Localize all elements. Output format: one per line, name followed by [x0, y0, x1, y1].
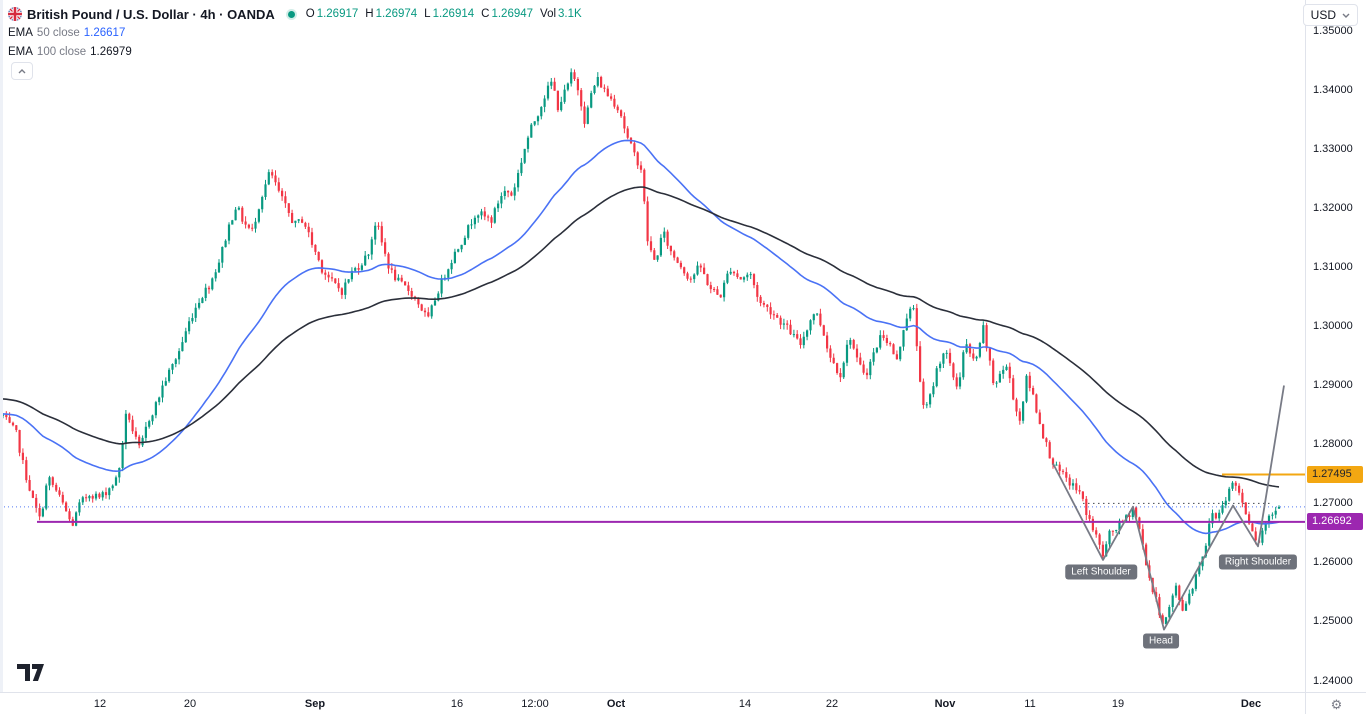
- time-tick: 14: [738, 698, 752, 710]
- time-tick: 19: [1111, 698, 1125, 710]
- head-badge[interactable]: Head: [1143, 633, 1179, 649]
- ema50-params: 50 close: [36, 27, 80, 39]
- tradingview-logo[interactable]: [17, 664, 44, 687]
- axis-corner: ⚙: [1305, 692, 1366, 714]
- chevron-up-icon: [18, 68, 26, 73]
- left-shoulder-badge[interactable]: Left Shoulder: [1065, 564, 1137, 580]
- legend: British Pound / U.S. Dollar · 4h · OANDA…: [8, 5, 582, 80]
- low-label: L: [424, 8, 431, 20]
- price-tick: 1.29000: [1313, 379, 1353, 392]
- support-price-label[interactable]: 1.26692: [1307, 513, 1363, 531]
- price-tick: 1.35000: [1313, 24, 1353, 37]
- chevron-down-icon: [1342, 13, 1350, 18]
- volume-value: 3.1K: [558, 8, 582, 20]
- time-tick: 12: [93, 698, 107, 710]
- indicator-row-ema50[interactable]: EMA 50 close 1.26617: [8, 24, 582, 42]
- ema50-name: EMA: [8, 27, 33, 39]
- time-tick: 11: [1024, 698, 1036, 710]
- price-tick: 1.25000: [1313, 615, 1353, 628]
- candlestick-chart[interactable]: [0, 0, 1305, 692]
- time-tick: Oct: [606, 698, 626, 710]
- price-tick: 1.31000: [1313, 260, 1353, 273]
- ohlc-values: O 1.26917 H 1.26974 L 1.26914 C 1.26947 Vol 3…: [306, 8, 582, 20]
- gbp-flag-icon: [8, 7, 22, 21]
- open-label: O: [305, 8, 315, 20]
- open-value: 1.26917: [316, 8, 359, 20]
- price-tick: 1.33000: [1313, 142, 1353, 155]
- close-value: 1.26947: [491, 8, 534, 20]
- low-value: 1.26914: [432, 8, 475, 20]
- time-tick: 20: [183, 698, 197, 710]
- ema50-value: 1.26617: [83, 27, 126, 39]
- close-label: C: [481, 8, 490, 20]
- ema100-name: EMA: [8, 46, 33, 58]
- high-label: H: [365, 8, 374, 20]
- currency-value: USD: [1310, 8, 1336, 22]
- time-tick: 16: [450, 698, 464, 710]
- price-axis[interactable]: 1.27495 1.26692 1.35000 1.34000 1.33000 1.3…: [1305, 0, 1366, 692]
- time-tick: 12:00: [521, 698, 549, 710]
- ema-100-line: [2, 186, 1280, 488]
- resistance-price-label[interactable]: 1.27495: [1307, 465, 1363, 483]
- ema-50-line: [2, 139, 1280, 535]
- price-tick: 1.26000: [1313, 556, 1353, 569]
- gear-icon[interactable]: ⚙: [1330, 696, 1343, 712]
- indicator-row-ema100[interactable]: EMA 100 close 1.26979: [8, 43, 582, 61]
- price-tick: 1.34000: [1313, 83, 1353, 96]
- time-tick: Nov: [934, 698, 956, 710]
- ema100-params: 100 close: [36, 46, 87, 58]
- price-tick: 1.24000: [1313, 674, 1353, 687]
- legend-collapse-button[interactable]: [11, 62, 33, 80]
- price-tick: 1.30000: [1313, 319, 1353, 332]
- market-status-dot[interactable]: [287, 10, 295, 18]
- price-tick: 1.32000: [1313, 201, 1353, 214]
- head-and-shoulders-trendline: [1052, 385, 1285, 631]
- drawing-toolbar-edge: [0, 0, 3, 692]
- currency-dropdown[interactable]: USD: [1302, 4, 1358, 26]
- volume-label: Vol: [540, 8, 557, 20]
- time-axis[interactable]: 12 20 Sep 16 12:00 Oct 14 22 Nov 11 19 Dec: [0, 692, 1305, 714]
- price-tick: 1.27000: [1313, 497, 1353, 510]
- right-shoulder-badge[interactable]: Right Shoulder: [1218, 554, 1298, 570]
- ema100-value: 1.26979: [90, 46, 132, 58]
- time-tick: 22: [825, 698, 839, 710]
- high-value: 1.26974: [375, 8, 418, 20]
- symbol-title[interactable]: British Pound / U.S. Dollar · 4h · OANDA: [27, 6, 275, 22]
- price-tick: 1.28000: [1313, 438, 1353, 451]
- time-tick: Dec: [1240, 698, 1262, 710]
- time-tick: Sep: [304, 698, 326, 710]
